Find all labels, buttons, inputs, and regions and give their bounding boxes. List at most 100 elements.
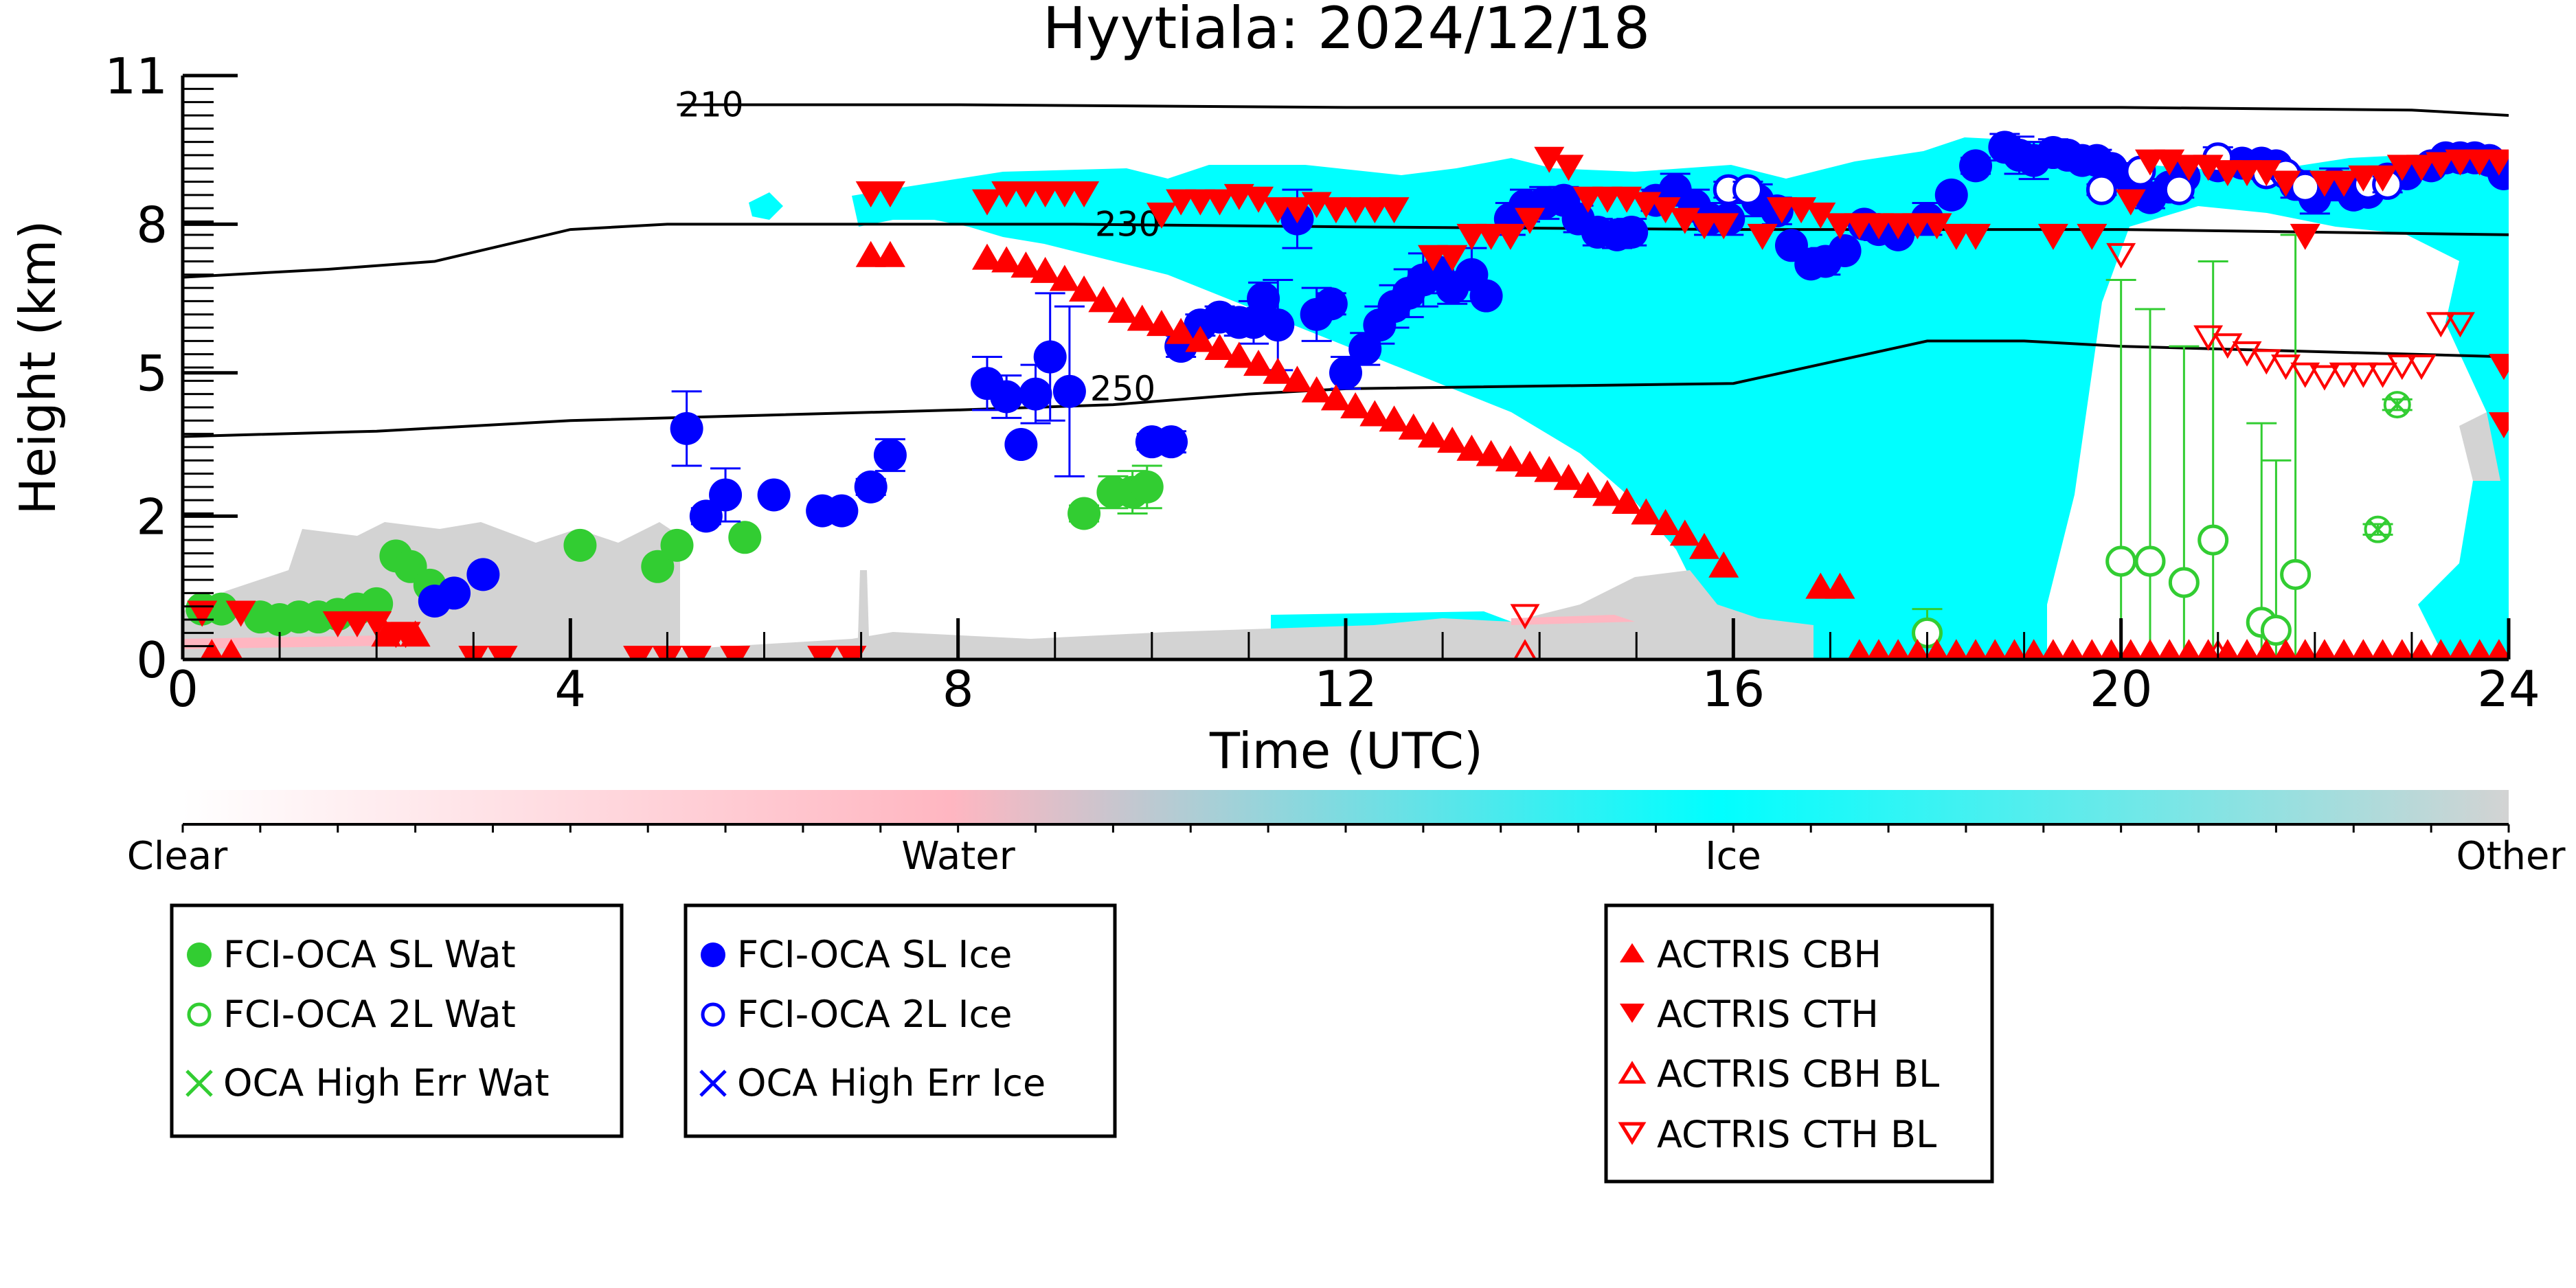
data-point <box>2099 639 2123 659</box>
data-point <box>1513 639 1537 659</box>
data-point <box>2464 149 2495 176</box>
data-point <box>2487 639 2509 659</box>
data-point <box>1805 572 1836 599</box>
data-point <box>1263 197 1293 224</box>
data-point <box>1030 181 1061 207</box>
data-point <box>1592 479 1623 506</box>
y-tick-label: 2 <box>136 488 168 545</box>
data-point <box>2080 639 2104 659</box>
legend-label: ACTRIS CBH <box>1657 933 1882 976</box>
other-low-layer <box>680 570 1814 659</box>
data-point <box>991 181 1022 207</box>
data-point <box>1243 350 1274 376</box>
data-point <box>438 576 471 610</box>
data-point <box>2426 152 2456 179</box>
data-point <box>563 528 597 562</box>
data-point <box>2368 362 2398 388</box>
data-point <box>2331 639 2356 659</box>
data-point <box>1944 639 1969 659</box>
data-point <box>2309 170 2340 197</box>
data-point <box>1553 464 1584 490</box>
data-point <box>1747 223 1778 250</box>
data-point <box>2371 639 2395 659</box>
data-point <box>2329 170 2360 197</box>
data-point <box>2367 165 2398 192</box>
legend-label: ACTRIS CTH BL <box>1657 1113 1936 1156</box>
data-point <box>1437 245 1468 271</box>
data-point <box>1615 215 1649 249</box>
data-point <box>1805 202 1836 229</box>
data-point <box>2119 639 2143 659</box>
data-point <box>1320 384 1351 411</box>
data-point <box>2409 639 2434 659</box>
data-point <box>1204 333 1235 360</box>
ice-cloud-region <box>852 137 2509 659</box>
data-point <box>2177 639 2201 659</box>
data-point <box>1348 332 1382 365</box>
legend-entry: FCI-OCA SL Ice <box>701 933 1012 976</box>
data-point <box>2105 545 2137 577</box>
legend-box-water: FCI-OCA SL Wat FCI-OCA 2L Wat OCA High E… <box>170 903 624 1138</box>
data-point <box>487 646 518 659</box>
data-point <box>2251 349 2281 375</box>
data-point <box>2351 639 2375 659</box>
data-point <box>1320 197 1351 224</box>
data-point <box>1130 470 1164 504</box>
x-tick-label: 20 <box>2090 660 2153 718</box>
data-point <box>1166 317 1197 344</box>
data-point <box>1456 223 1487 250</box>
data-point <box>2348 165 2379 192</box>
legend-symbol <box>1618 1061 1647 1084</box>
data-point <box>1925 639 1949 659</box>
data-point <box>1019 377 1052 411</box>
data-point <box>2196 639 2220 659</box>
data-point <box>1592 186 1623 213</box>
data-point <box>1004 428 1038 462</box>
data-point <box>874 240 905 267</box>
data-point <box>991 246 1022 273</box>
data-point <box>855 240 886 267</box>
data-point <box>1088 286 1119 313</box>
data-point <box>1052 374 1086 408</box>
data-point <box>2138 639 2162 659</box>
data-point <box>1650 508 1681 535</box>
data-point <box>2168 567 2200 598</box>
legend-label: FCI-OCA 2L Wat <box>223 993 516 1036</box>
data-point <box>1033 340 1067 374</box>
x-tick-label: 24 <box>2477 660 2540 718</box>
colorbar-label-ice: Ice <box>1705 834 1761 879</box>
data-point <box>874 181 905 207</box>
data-point <box>1572 471 1603 498</box>
data-point <box>1934 178 1968 212</box>
data-point <box>1689 213 1720 240</box>
contour-line-230 <box>183 223 2509 279</box>
data-point <box>1866 639 1891 659</box>
data-point <box>2215 639 2240 659</box>
data-point <box>1534 146 1565 173</box>
data-point <box>825 494 859 528</box>
colorbar-gradient <box>183 790 2509 824</box>
data-point <box>1863 213 1894 240</box>
data-point <box>1340 392 1371 418</box>
data-point <box>1824 213 1855 240</box>
data-point <box>689 499 723 533</box>
data-point <box>2429 639 2453 659</box>
data-point <box>2488 354 2509 381</box>
data-point <box>2106 242 2136 269</box>
data-point <box>1456 434 1487 461</box>
data-point <box>1983 639 2007 659</box>
data-point <box>466 558 500 591</box>
data-point <box>1824 572 1855 599</box>
legend-label: FCI-OCA 2L Ice <box>737 993 1012 1036</box>
data-point <box>2445 312 2475 338</box>
data-point <box>1030 256 1061 283</box>
legend-entry: FCI-OCA 2L Wat <box>187 993 516 1036</box>
data-point <box>1301 376 1332 403</box>
data-point <box>1612 488 1642 515</box>
data-point <box>2235 639 2259 659</box>
data-point <box>200 639 224 659</box>
data-point <box>1010 251 1041 278</box>
data-point <box>2060 639 2085 659</box>
data-point <box>2173 155 2204 181</box>
